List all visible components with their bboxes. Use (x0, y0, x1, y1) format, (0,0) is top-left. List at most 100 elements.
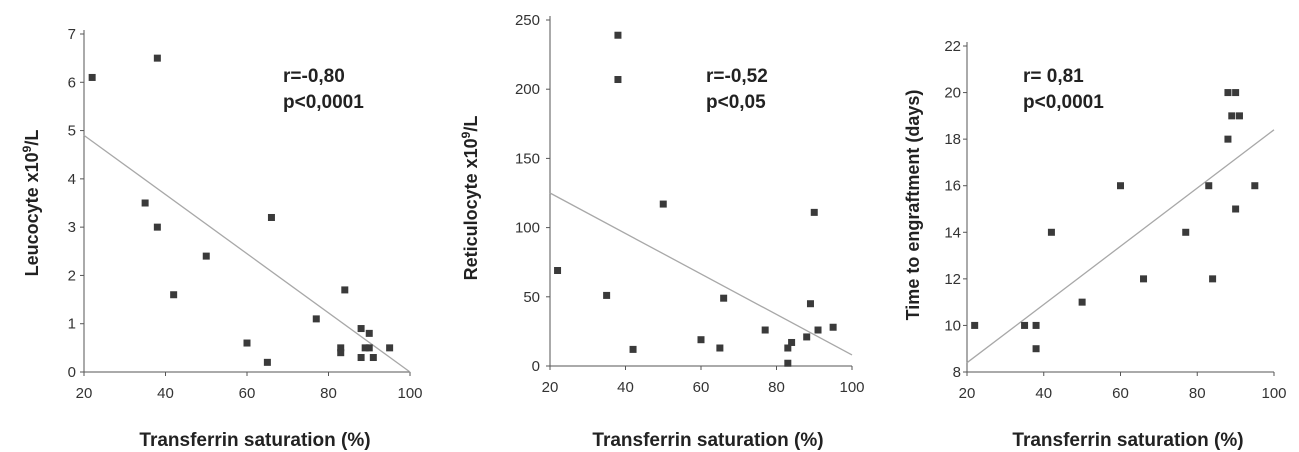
correlation-r: r= 0,81 (1023, 66, 1084, 87)
data-point (803, 333, 811, 341)
data-point (806, 300, 814, 308)
y-tick-label: 4 (68, 171, 76, 188)
data-point (554, 267, 562, 275)
x-tick-label: 60 (693, 379, 710, 396)
data-point (697, 336, 705, 344)
y-tick-label: 20 (944, 85, 961, 102)
y-tick-label: 250 (515, 12, 540, 29)
x-tick-label: 100 (1261, 385, 1286, 402)
data-point (312, 315, 320, 323)
data-point (365, 344, 373, 352)
y-tick-label: 22 (944, 38, 961, 55)
chart-panel-1: 0 1 2 3 4 5 6 7 20 40 60 80 100 Transferrin saturatio… (20, 26, 423, 451)
data-point (357, 354, 365, 362)
data-point (1224, 135, 1232, 143)
regression-line (83, 134, 411, 373)
data-point (971, 321, 979, 329)
chart-panel-2: 0 50 100 150 200 250 20 40 60 80 100 Transferrin sa… (459, 12, 865, 451)
y-tick-label: 6 (68, 74, 76, 91)
data-point (170, 291, 178, 299)
y-tick-label: 200 (515, 81, 540, 98)
data-point (267, 213, 275, 221)
data-point (88, 73, 96, 81)
data-point (1078, 298, 1086, 306)
data-point (720, 294, 728, 302)
data-point (365, 329, 373, 337)
data-point (716, 344, 724, 352)
data-point (1232, 205, 1240, 213)
data-point (603, 291, 611, 299)
x-tick-label: 60 (239, 385, 256, 402)
x-tick-label: 40 (1035, 385, 1052, 402)
data-point (810, 208, 818, 216)
x-tick-label: 40 (157, 385, 174, 402)
data-point (1251, 182, 1259, 190)
data-point (341, 286, 349, 294)
data-point (829, 323, 837, 331)
data-point (1209, 275, 1217, 283)
y-axis-label: Reticulocyte x109/L (459, 116, 481, 281)
x-tick-label: 20 (76, 385, 93, 402)
correlation-r: r=-0,80 (283, 66, 345, 87)
data-point (357, 325, 365, 333)
y-tick-label: 10 (944, 317, 961, 334)
x-tick-label: 80 (1189, 385, 1206, 402)
y-tick-label: 100 (515, 220, 540, 237)
data-point (1182, 228, 1190, 236)
y-axis-label: Time to engraftment (days) (903, 90, 923, 321)
y-tick-label: 1 (68, 316, 76, 333)
x-axis-label: Transferrin saturation (%) (1012, 430, 1243, 451)
data-point (1032, 321, 1040, 329)
y-tick-label: 150 (515, 150, 540, 167)
y-tick-label: 14 (944, 224, 961, 241)
x-tick-label: 60 (1112, 385, 1129, 402)
y-tick-label: 2 (68, 267, 76, 284)
data-point (1140, 275, 1148, 283)
data-point (784, 344, 792, 352)
data-point (337, 344, 345, 352)
data-point (1228, 112, 1236, 120)
p-value: p<0,0001 (283, 92, 364, 113)
data-point (1205, 182, 1213, 190)
data-point (761, 326, 769, 334)
data-point (1117, 182, 1124, 190)
data-point (659, 200, 667, 208)
y-tick-label: 5 (68, 123, 76, 140)
data-point (1032, 345, 1040, 353)
data-point (814, 326, 822, 334)
data-point (386, 344, 394, 352)
data-point (784, 359, 792, 367)
data-point (614, 76, 622, 84)
chart-panel-3: 8 10 12 14 16 18 20 22 20 40 60 80 100 Transferrin sa… (903, 38, 1287, 451)
data-point (629, 345, 637, 353)
y-tick-label: 0 (532, 358, 540, 375)
data-point (263, 358, 271, 366)
data-point (1232, 89, 1240, 97)
data-point (337, 349, 345, 357)
y-tick-label: 3 (68, 219, 76, 236)
data-point (202, 252, 210, 260)
y-axis-label: Leucocyte x109/L (20, 130, 42, 277)
data-point (1047, 228, 1055, 236)
data-point (141, 199, 149, 207)
data-point (153, 54, 161, 62)
x-tick-label: 20 (542, 379, 559, 396)
p-value: p<0,0001 (1023, 92, 1104, 113)
x-tick-label: 40 (617, 379, 634, 396)
x-axis-label: Transferrin saturation (%) (139, 430, 370, 451)
x-tick-label: 100 (397, 385, 422, 402)
y-tick-label: 7 (68, 26, 76, 43)
data-point (153, 223, 161, 231)
data-point (1021, 321, 1029, 329)
regression-line (966, 129, 1275, 364)
y-tick-label: 8 (953, 364, 961, 381)
x-tick-label: 20 (959, 385, 976, 402)
y-tick-label: 0 (68, 364, 76, 381)
y-tick-label: 18 (944, 131, 961, 148)
data-point (243, 339, 251, 347)
p-value: p<0,05 (706, 92, 766, 113)
data-point (614, 31, 622, 39)
x-tick-label: 80 (320, 385, 337, 402)
correlation-r: r=-0,52 (706, 66, 768, 87)
